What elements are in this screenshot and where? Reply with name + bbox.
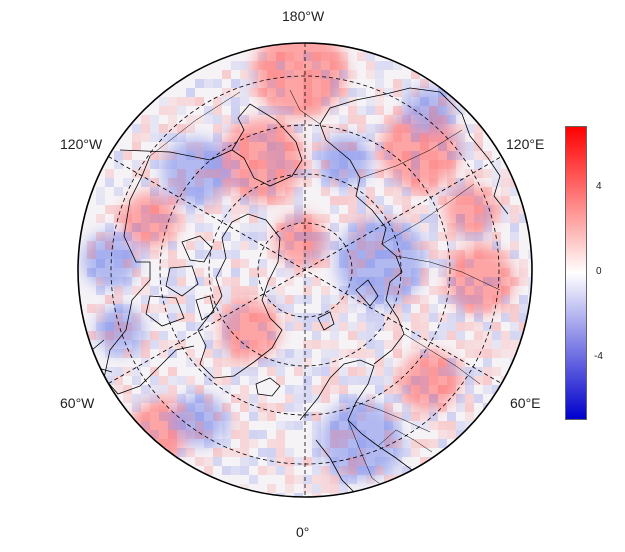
greenland-coast <box>197 213 283 379</box>
positive-anomaly-blob <box>220 300 280 360</box>
lon-label-60w: 60°W <box>60 395 95 411</box>
north-america-coast <box>103 117 245 395</box>
europe-coast <box>299 359 425 495</box>
lon-label-0: 0° <box>296 524 310 540</box>
novaya-zemlya-coast <box>355 279 379 307</box>
negative-anomaly-blob <box>174 394 226 446</box>
graticule <box>108 43 502 497</box>
coastlines <box>91 87 509 495</box>
positive-anomaly-blob <box>220 118 304 202</box>
positive-anomaly-blob <box>254 43 346 118</box>
positive-anomaly-blob <box>444 184 496 236</box>
kamchatka-coast <box>439 91 509 215</box>
colorbar-tick-4: 4 <box>596 181 602 192</box>
colorbar <box>565 126 587 420</box>
negative-anomaly-blob <box>320 400 400 480</box>
negative-anomaly-blob <box>82 232 138 288</box>
canadian-archipelago-coast <box>145 235 215 327</box>
lon-label-120e: 120°E <box>506 136 545 152</box>
positive-anomaly-blob <box>446 246 514 314</box>
negative-anomaly-blob <box>319 134 371 186</box>
negative-anomaly-blob <box>336 218 424 306</box>
colorbar-tick-neg4: -4 <box>594 351 603 362</box>
russia-arctic-coast <box>319 87 441 365</box>
iceland-coast <box>255 377 281 397</box>
lon-label-60e: 60°E <box>510 395 541 411</box>
positive-anomaly-blob <box>400 350 460 410</box>
meridian-60w-120e <box>108 156 502 384</box>
alaska-coast <box>231 103 303 187</box>
colorbar-tick-0: 0 <box>596 266 602 277</box>
country-borders <box>149 89 501 491</box>
map-boundary <box>77 42 533 498</box>
lon-label-180w: 180°W <box>282 8 325 24</box>
negative-anomaly-blob <box>162 138 230 206</box>
lon-label-120w: 120°W <box>60 136 103 152</box>
negative-anomaly-blob <box>406 86 454 134</box>
positive-anomaly-blob <box>122 192 178 248</box>
negative-anomaly-blob <box>96 306 144 354</box>
anomaly-field <box>78 43 532 497</box>
positive-anomaly-blob <box>274 214 326 266</box>
svalbard-coast <box>317 311 335 331</box>
